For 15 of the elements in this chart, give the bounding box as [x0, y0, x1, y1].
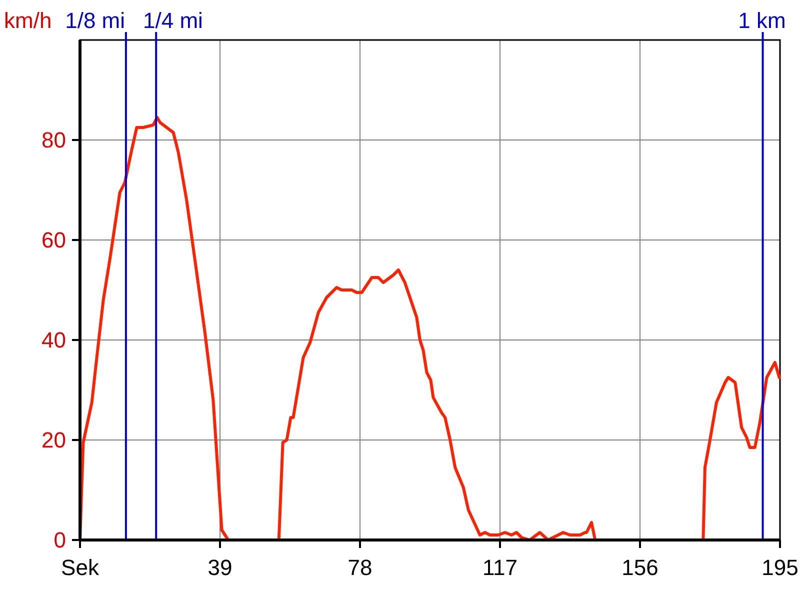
x-tick-label: 195	[762, 555, 798, 580]
ref-line-label: 1/4 mi	[143, 8, 203, 33]
y-tick-label: 20	[42, 428, 66, 453]
y-tick-label: 40	[42, 328, 66, 353]
x-tick-label: 156	[622, 555, 658, 580]
x-tick-label: Sek	[61, 555, 100, 580]
y-tick-label: 60	[42, 228, 66, 253]
ref-line-label: 1 km	[738, 8, 786, 33]
x-tick-label: 39	[208, 555, 232, 580]
y-tick-label: 0	[54, 528, 66, 553]
ref-line-label: 1/8 mi	[65, 8, 126, 33]
y-tick-label: 80	[42, 128, 66, 153]
x-tick-label: 117	[482, 555, 518, 580]
x-tick-label: 78	[348, 555, 372, 580]
y-axis-title: km/h	[4, 8, 52, 33]
